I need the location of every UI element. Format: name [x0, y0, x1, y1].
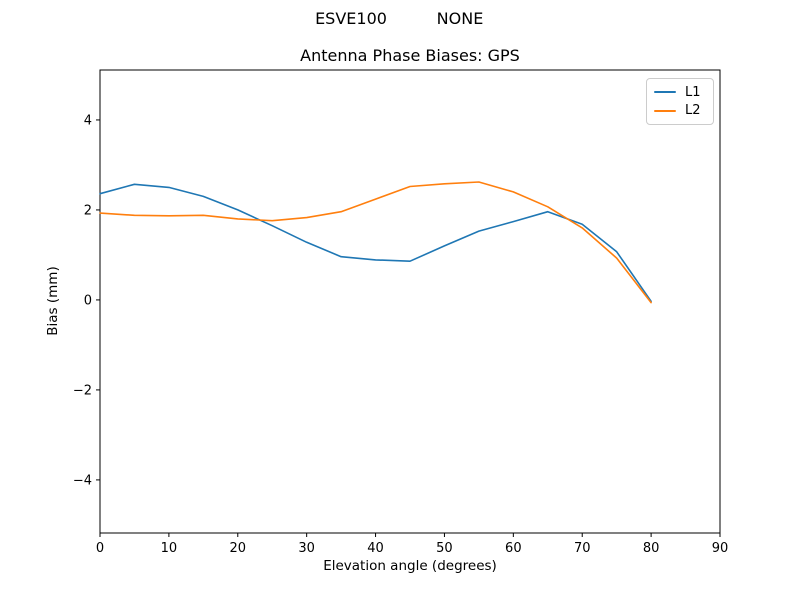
x-tick-label: 40 [367, 541, 384, 556]
x-axis-label: Elevation angle (degrees) [323, 558, 497, 574]
suptitle-right: NONE [437, 9, 484, 28]
axes-frame [99, 69, 721, 534]
x-tick-label: 80 [643, 541, 660, 556]
legend-item-l2: L2 [654, 103, 706, 118]
y-tick-label: −2 [73, 383, 92, 398]
x-tick-label: 60 [505, 541, 522, 556]
legend-label-l1: L1 [685, 84, 701, 100]
legend-item-l1: L1 [654, 85, 706, 100]
x-tick-label: 90 [712, 541, 729, 556]
axes-title: Antenna Phase Biases: GPS [300, 46, 520, 65]
legend-line-sample-l1 [654, 91, 676, 94]
x-tick-label: 70 [574, 541, 591, 556]
y-tick-label: 2 [84, 203, 92, 218]
legend-line-sample-l2 [654, 109, 676, 112]
x-tick-label: 50 [436, 541, 453, 556]
y-tick-label: −4 [73, 473, 92, 488]
suptitle-left: ESVE100 [315, 9, 387, 28]
plot-layer: 0 10 20 30 40 50 60 70 80 90 −4 −2 0 2 4 [73, 69, 729, 556]
y-tick-label: 4 [84, 113, 92, 128]
x-tick-label: 10 [161, 541, 178, 556]
y-tick-label: 0 [84, 293, 92, 308]
legend: L1 L2 [646, 78, 714, 125]
legend-label-l2: L2 [685, 103, 701, 119]
series-line-l1 [99, 183, 652, 303]
x-tick-label: 20 [230, 541, 247, 556]
series-line-l2 [99, 181, 652, 304]
y-axis-label: Bias (mm) [45, 266, 61, 335]
x-tick-label: 0 [96, 541, 104, 556]
x-tick-label: 30 [298, 541, 315, 556]
